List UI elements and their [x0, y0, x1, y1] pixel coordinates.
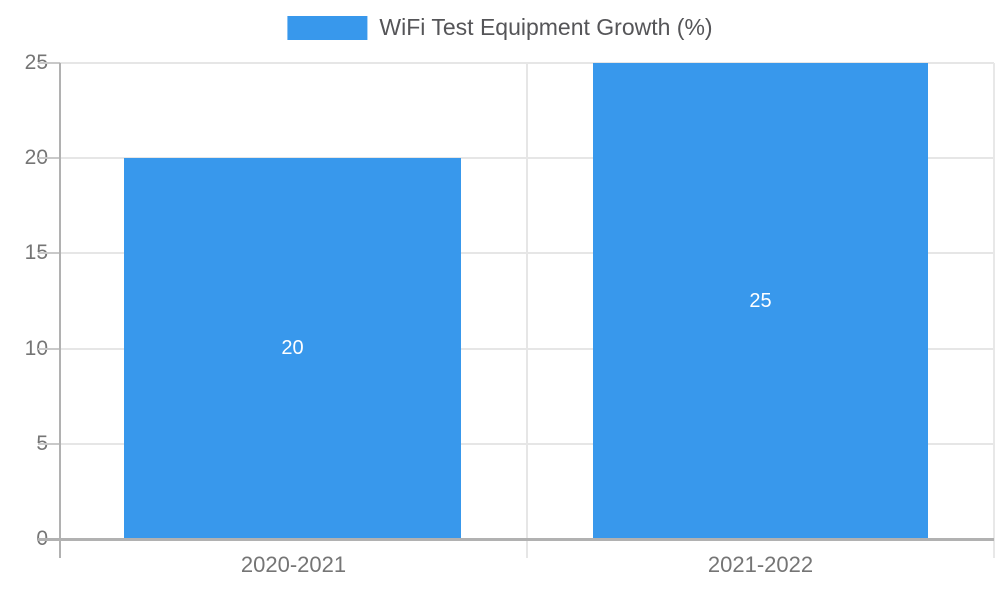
- y-axis-tick-mark: [38, 157, 60, 160]
- x-axis-category-label: 2020-2021: [240, 552, 347, 577]
- y-axis-tick-label: 15: [24, 241, 48, 264]
- y-axis-tick-mark: [38, 252, 60, 255]
- category-divider-gridline: [526, 63, 528, 558]
- y-axis-tick-label: 25: [24, 51, 48, 74]
- x-axis-category-label: 2021-2022: [707, 552, 814, 577]
- plot-area: 20 25: [38, 62, 995, 558]
- bar-2020-2021: 20: [124, 158, 461, 539]
- legend-label: WiFi Test Equipment Growth (%): [379, 14, 713, 40]
- y-axis-tick-mark: [38, 347, 60, 350]
- bar-value-label: 25: [749, 289, 772, 312]
- y-axis-line: [59, 63, 61, 558]
- legend-swatch: [287, 15, 368, 40]
- bar-2021-2022: 25: [593, 63, 928, 539]
- y-axis-tick-label: 10: [24, 337, 48, 360]
- plot-right-border: [993, 63, 995, 558]
- y-axis-tick-mark: [38, 62, 60, 64]
- bar-value-label: 20: [281, 337, 304, 360]
- x-axis-line: [38, 538, 994, 541]
- y-axis-tick-label: 20: [24, 146, 48, 169]
- y-axis-tick-mark: [38, 442, 60, 445]
- legend-item[interactable]: WiFi Test Equipment Growth (%): [287, 14, 713, 41]
